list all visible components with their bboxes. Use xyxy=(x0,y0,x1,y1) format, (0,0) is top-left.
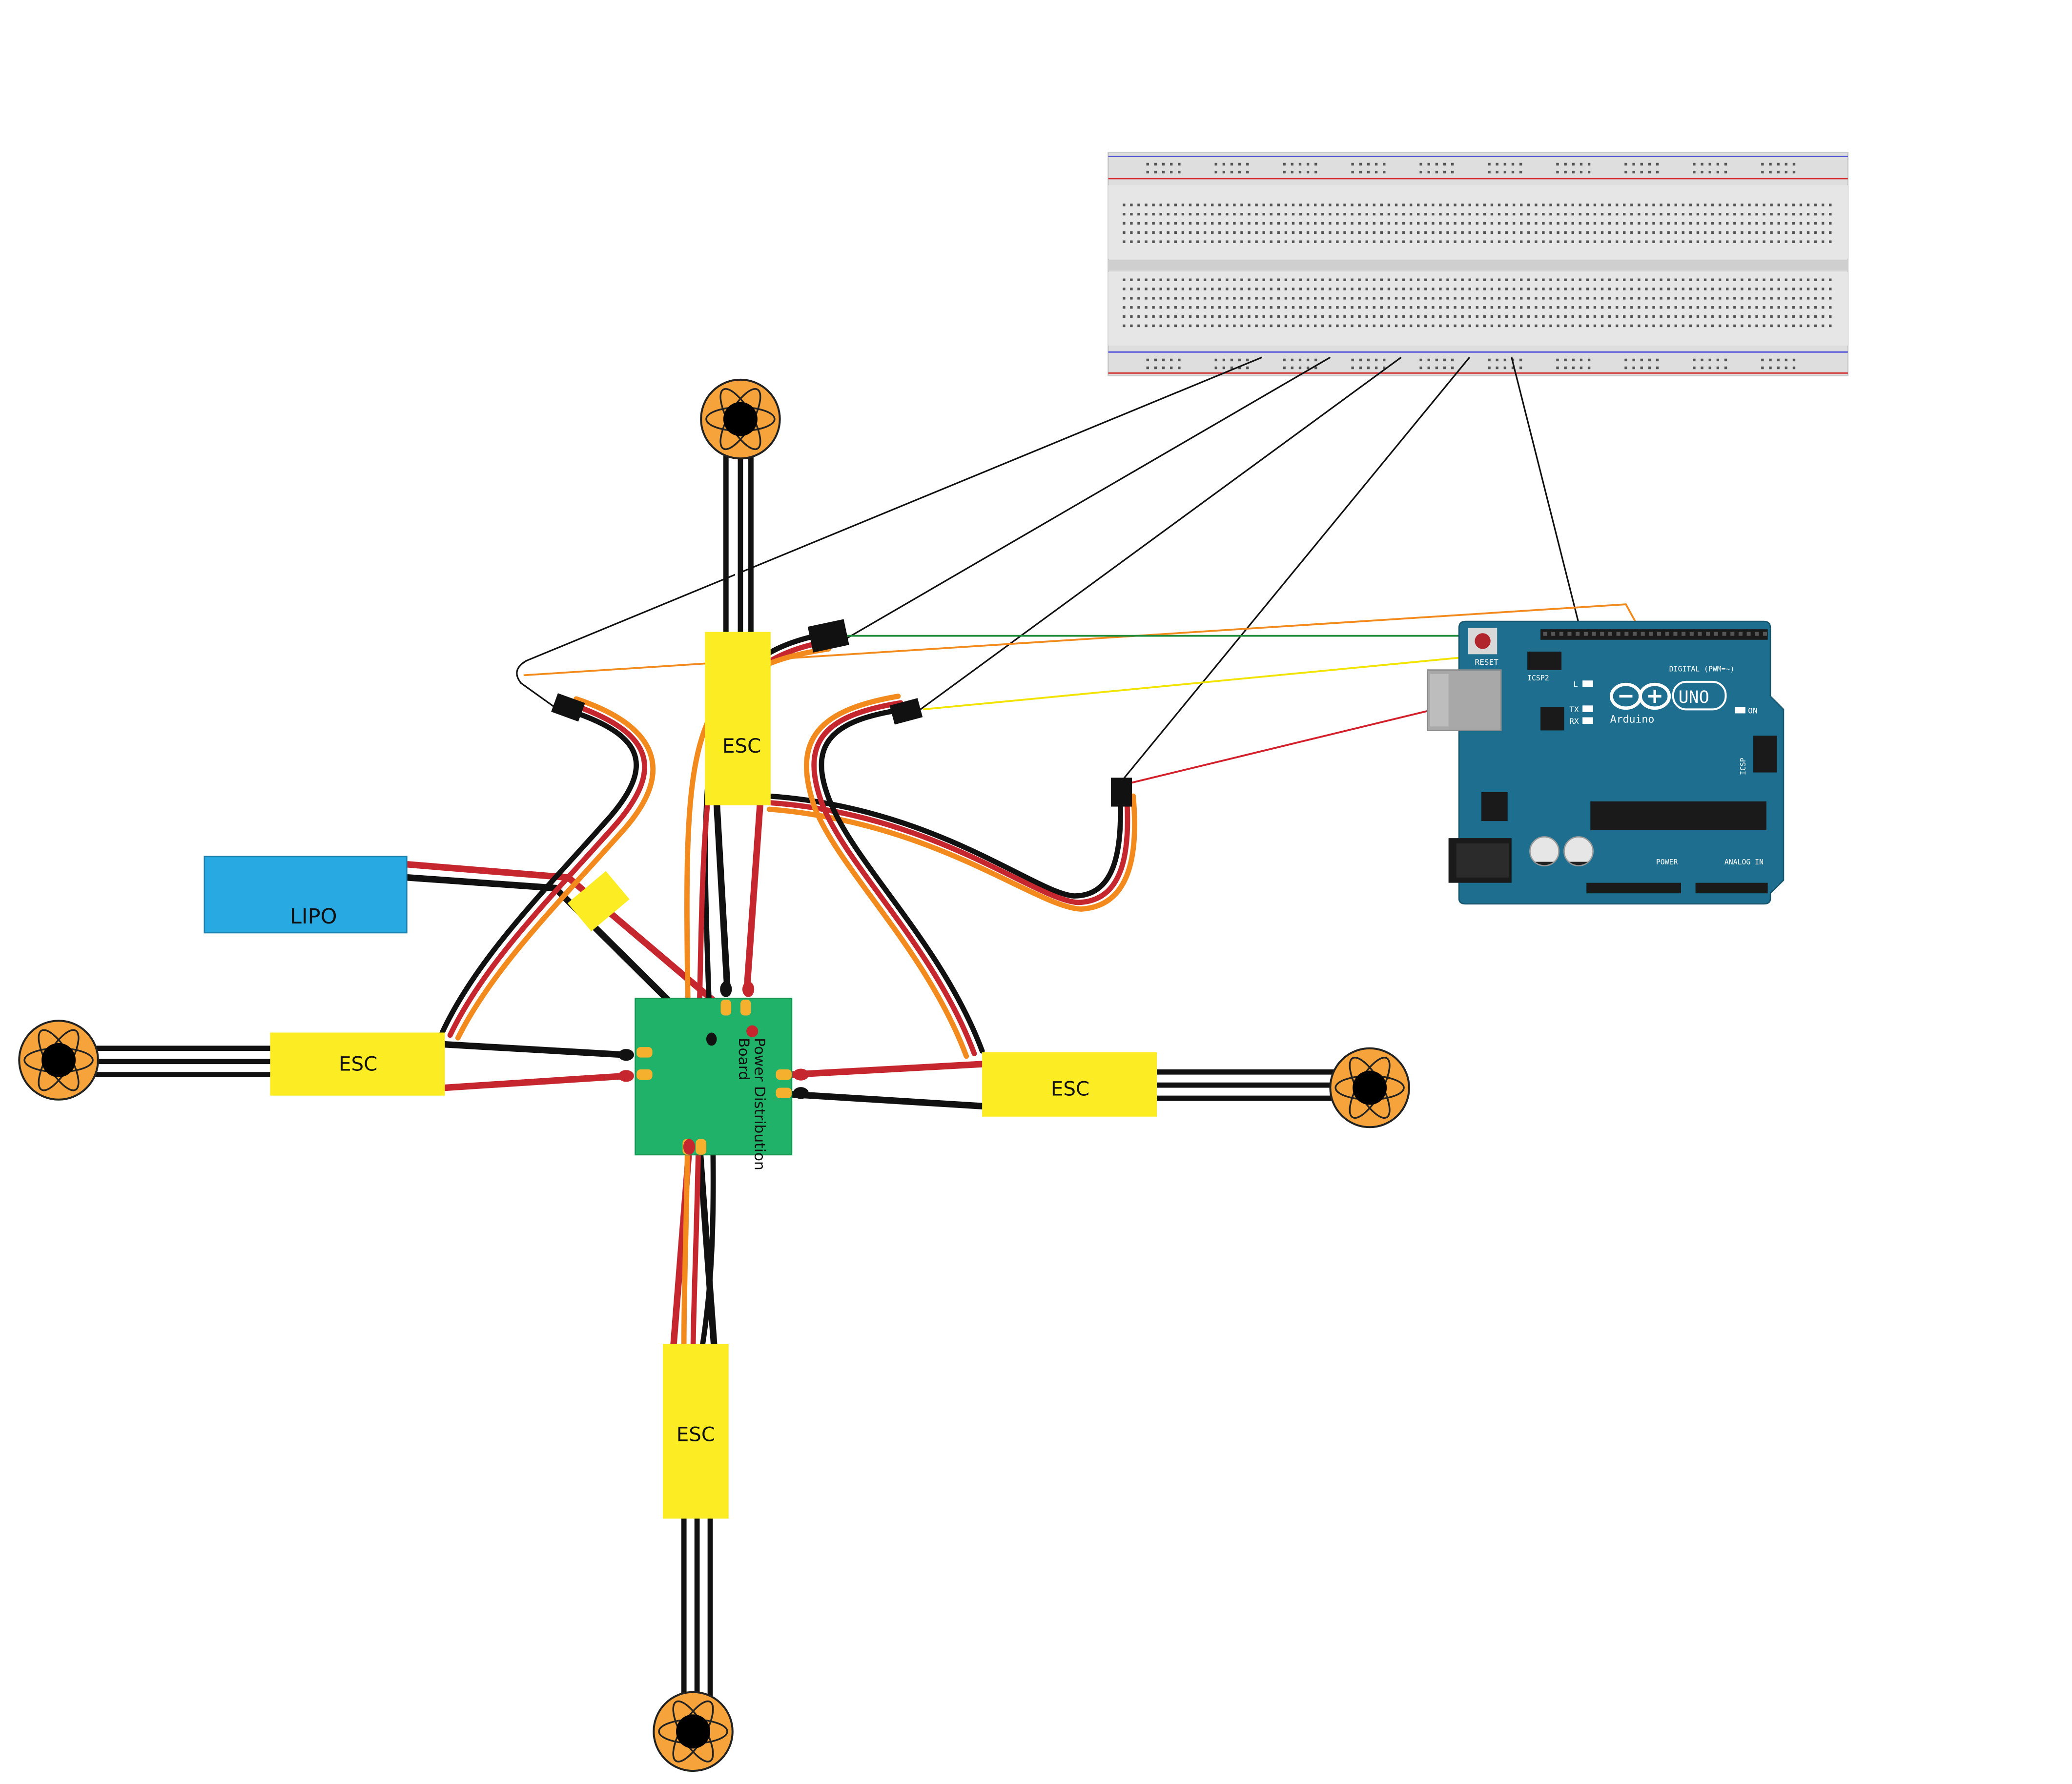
icsp-label: ICSP xyxy=(1739,758,1747,775)
servo-cables xyxy=(439,630,1137,1350)
motor-right xyxy=(1329,1047,1410,1128)
esc-bottom-label: ESC xyxy=(677,1423,715,1446)
icsp2-label: ICSP2 xyxy=(1527,674,1549,682)
on-label: ON xyxy=(1748,706,1757,715)
microcontroller-chip xyxy=(1590,801,1766,831)
lipo-battery: LIPO xyxy=(204,856,408,934)
jumper-wire-4 xyxy=(1119,357,1470,784)
esc-top: ESC xyxy=(705,632,771,805)
breadboard-holes xyxy=(1123,163,1832,369)
uno-label: UNO xyxy=(1679,688,1709,707)
jumper-wire-3 xyxy=(920,356,1402,710)
digital-header xyxy=(1540,629,1768,640)
esc-top-label: ESC xyxy=(722,735,761,758)
motor-left xyxy=(18,1020,99,1101)
power-label: POWER xyxy=(1656,858,1678,866)
esc-right: ESC xyxy=(982,1052,1157,1117)
pdb-label-line1: Power Distribution xyxy=(752,1038,768,1170)
esc-left-label: ESC xyxy=(339,1053,377,1076)
jumper-wire-1 xyxy=(516,356,1263,710)
arduino-brand: Arduino xyxy=(1610,713,1655,725)
motor-leads xyxy=(88,447,1344,1702)
esc-left: ESC xyxy=(270,1032,445,1096)
motor-bottom xyxy=(653,1691,734,1772)
connector-plugs xyxy=(551,619,1132,807)
analog-label: ANALOG IN xyxy=(1724,858,1764,866)
led-l-label: L xyxy=(1573,680,1578,689)
jumper-wire-2 xyxy=(843,356,1331,641)
led-tx-label: TX xyxy=(1569,705,1579,714)
digital-label: DIGITAL (PWM=~) xyxy=(1669,665,1735,673)
jumper-wire-5 xyxy=(1511,357,1581,628)
power-distribution-board: Power Distribution Board xyxy=(618,981,809,1170)
motor-top xyxy=(700,378,781,460)
lipo-label: LIPO xyxy=(290,904,337,929)
pdb-label-line2: Board xyxy=(736,1038,752,1080)
esc-bottom: ESC xyxy=(663,1344,729,1519)
reset-label: RESET xyxy=(1475,657,1498,667)
esc-right-label: ESC xyxy=(1051,1078,1089,1101)
led-rx-label: RX xyxy=(1569,717,1579,726)
breadboard xyxy=(1108,151,1849,377)
arduino-logo xyxy=(1609,680,1727,711)
jumper-wires xyxy=(516,356,1581,784)
battery-connector xyxy=(567,871,630,932)
arduino-uno: RESET DIGITAL (PWM=~) ICSP2 ICSP L TX RX… xyxy=(1427,620,1785,905)
